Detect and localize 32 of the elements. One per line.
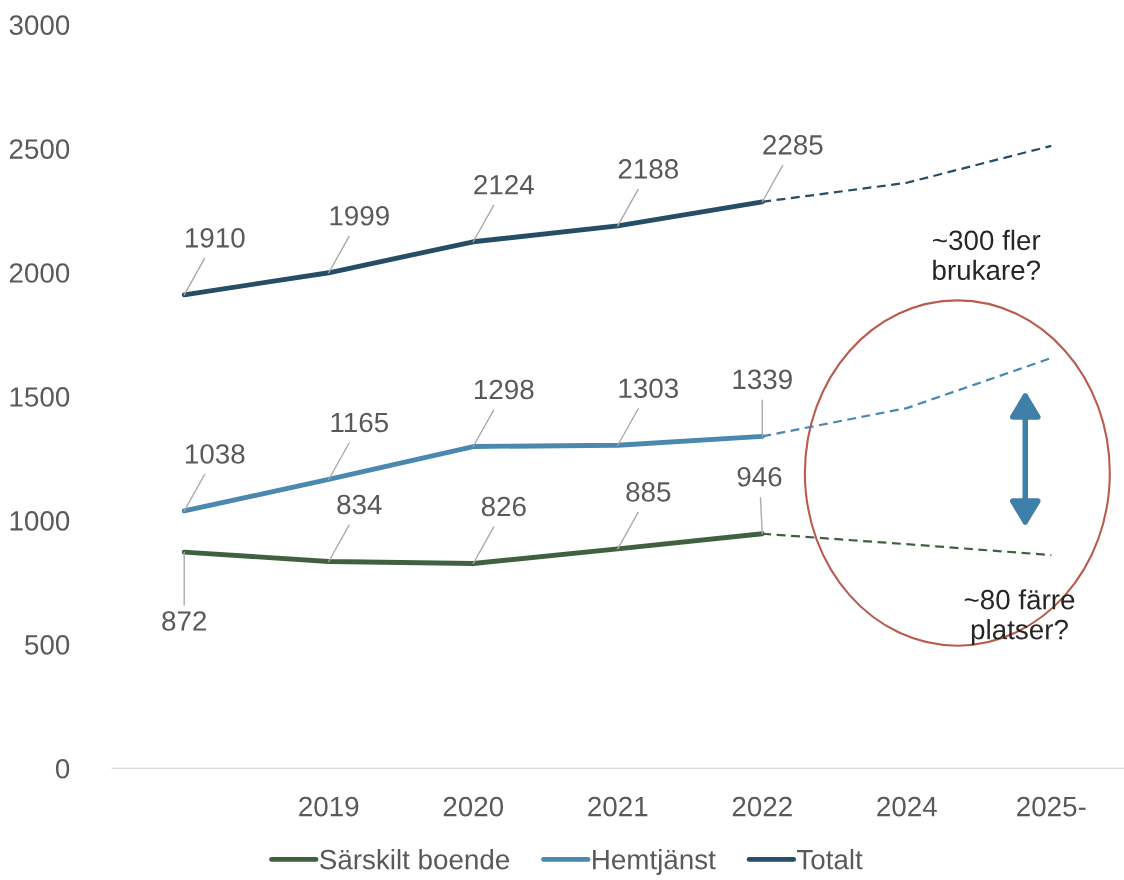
y-tick-label: 1000	[10, 511, 70, 531]
y-tick-label: 0	[55, 758, 70, 779]
y-tick-label: 2500	[9, 139, 70, 159]
x-tick-label: 2019	[299, 796, 359, 817]
x-tick-label: 2024	[877, 796, 937, 817]
data-label: 872	[162, 611, 206, 631]
legend-label: Totalt	[797, 849, 863, 870]
y-tick-label: 500	[25, 634, 70, 655]
y-tick-label: 2000	[9, 263, 70, 283]
data-label: 1298	[475, 379, 534, 400]
data-label: 1165	[331, 412, 388, 433]
x-tick-label: 2022	[732, 796, 792, 817]
x-tick-label: 2020	[443, 796, 504, 817]
data-label: 2124	[474, 174, 534, 195]
data-label: 834	[337, 494, 382, 515]
data-label: 1303	[619, 378, 678, 399]
data-label: 1999	[330, 205, 389, 226]
y-tick-label: 1500	[10, 387, 70, 407]
data-label: 1910	[185, 227, 245, 248]
data-label: 2285	[763, 135, 823, 155]
data-label: 946	[737, 466, 782, 487]
legend-label: Hemtjänst	[593, 849, 716, 875]
data-label: 1339	[733, 369, 792, 390]
x-tick-label: 2021	[588, 796, 648, 817]
data-label: 1038	[185, 444, 245, 464]
y-tick-label: 3000	[9, 15, 70, 35]
x-tick-label: 2025-	[1017, 796, 1086, 817]
data-label: 2188	[618, 159, 678, 179]
data-label: 885	[626, 482, 671, 502]
annotation: ~300 fler brukare?	[933, 229, 1041, 281]
legend-label: Särskilt boende	[320, 849, 510, 870]
data-label: 826	[481, 496, 526, 517]
